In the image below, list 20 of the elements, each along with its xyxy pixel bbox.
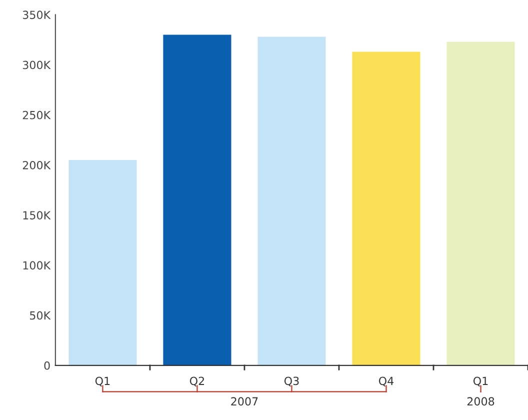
y-tick-label: 300K <box>22 60 51 70</box>
x-tick-label: Q4 <box>378 376 394 386</box>
y-tick-label: 250K <box>22 110 51 120</box>
bar <box>68 160 137 366</box>
y-tick-label: 0 <box>44 361 50 370</box>
y-tick-label: 50K <box>30 311 51 320</box>
text: 2007 <box>231 397 258 406</box>
x-tick-label: Q1 <box>473 376 488 386</box>
x-tick-label: Q1 <box>95 376 110 386</box>
text: 2008 <box>467 397 494 406</box>
y-tick-label: 100K <box>23 261 51 270</box>
bar <box>446 42 515 366</box>
y-tick-label: 350K <box>22 10 51 20</box>
x-tick-label: Q2 <box>190 376 204 386</box>
y-tick-label: 200K <box>22 160 51 170</box>
x-tick-label: Q3 <box>284 376 299 386</box>
y-tick-label: 150K <box>23 211 51 220</box>
bar <box>258 36 326 366</box>
bar <box>352 52 420 366</box>
bar <box>163 34 232 366</box>
